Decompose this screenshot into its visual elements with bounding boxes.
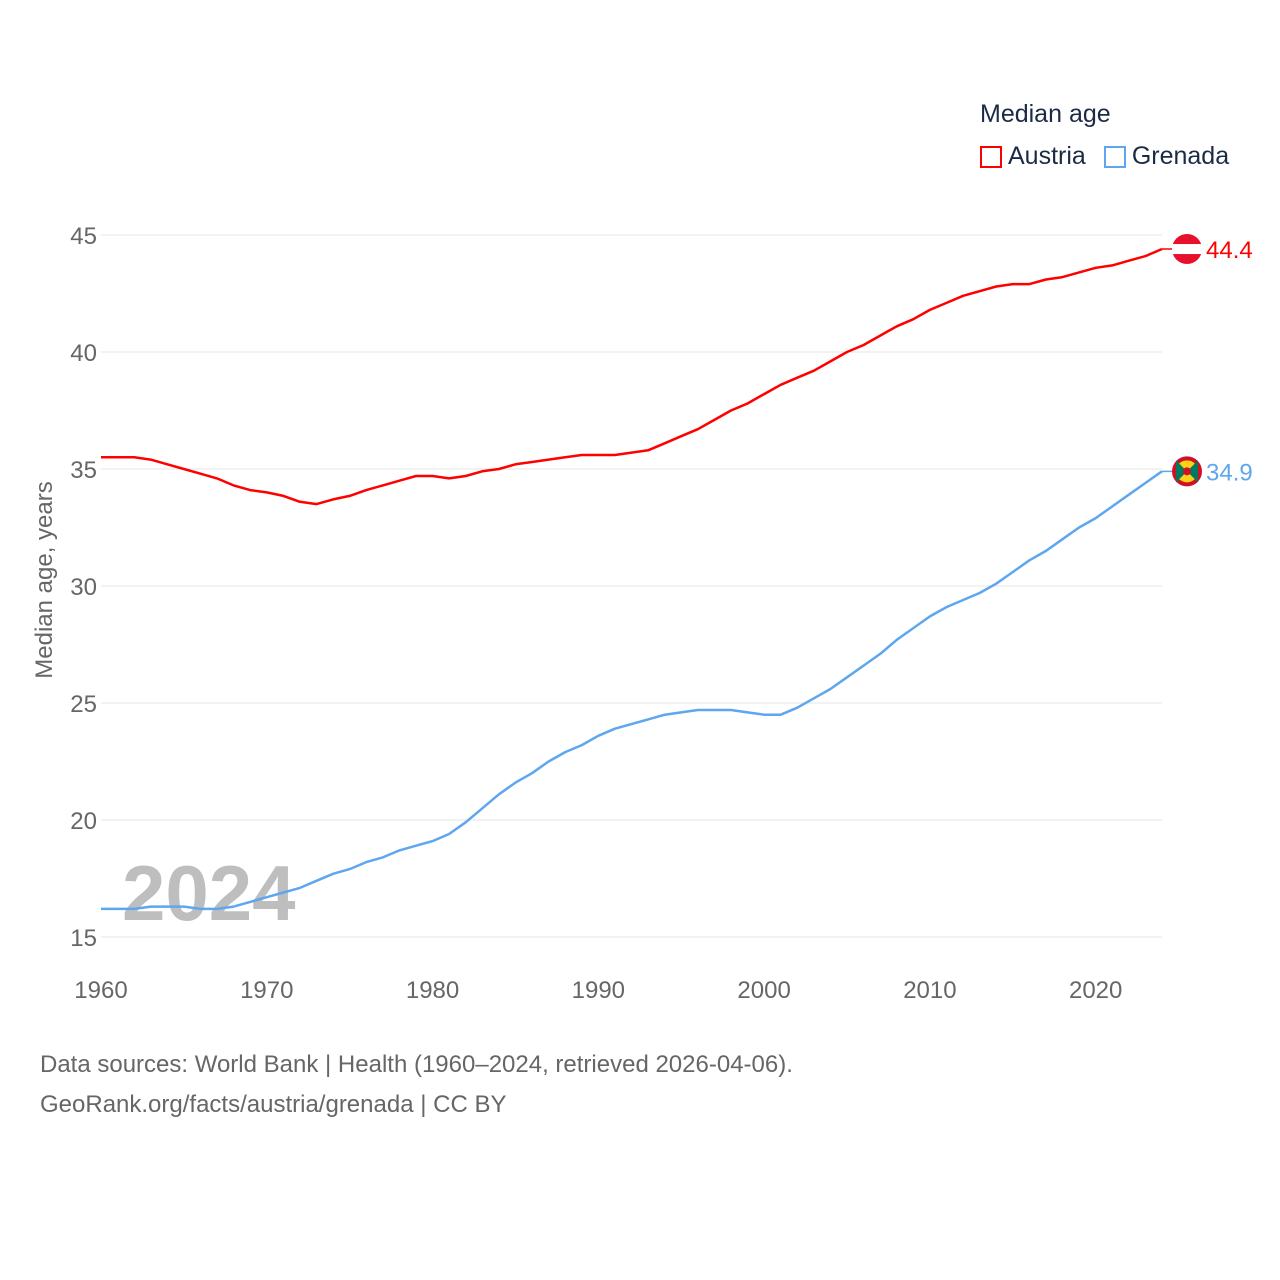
x-tick-label: 1990	[572, 977, 625, 1004]
legend-swatch-austria	[980, 145, 1002, 168]
y-tick-label: 40	[70, 340, 97, 367]
y-tick-label: 45	[70, 223, 97, 250]
legend-item-austria[interactable]: Austria	[980, 142, 1086, 171]
legend: Austria Grenada	[980, 142, 1229, 171]
x-tick-label: 2000	[737, 977, 790, 1004]
y-tick-label: 30	[70, 574, 97, 601]
end-value-label-grenada: 34.9	[1206, 459, 1253, 486]
source-line-2[interactable]: GeoRank.org/facts/austria/grenada | CC B…	[40, 1091, 507, 1118]
y-tick-label: 15	[70, 925, 97, 952]
legend-swatch-grenada	[1103, 145, 1126, 168]
x-tick-label: 1970	[240, 977, 293, 1004]
x-tick-label: 1960	[74, 977, 127, 1004]
source-line-1: Data sources: World Bank | Health (1960–…	[40, 1051, 793, 1078]
end-value-label-austria: 44.4	[1206, 237, 1253, 264]
series-line-grenada	[101, 470, 1163, 911]
series-line-austria	[101, 247, 1163, 506]
austria-flag-stripe	[1172, 244, 1202, 255]
legend-label-grenada: Grenada	[1131, 142, 1230, 170]
legend-title: Median age	[980, 100, 1111, 128]
x-tick-label: 2010	[903, 977, 956, 1004]
grenada-flag-center	[1183, 467, 1191, 476]
y-axis-label: Median age, years	[31, 481, 58, 678]
x-tick-label: 1980	[406, 977, 459, 1004]
y-tick-label: 20	[70, 808, 97, 835]
y-tick-label: 35	[70, 457, 97, 484]
legend-label-austria: Austria	[1008, 142, 1086, 170]
y-tick-label: 25	[70, 691, 97, 718]
source-note: Data sources: World Bank | Health (1960–…	[40, 1045, 793, 1125]
x-tick-label: 2020	[1069, 977, 1122, 1004]
legend-item-grenada[interactable]: Grenada	[1103, 142, 1230, 171]
year-watermark: 2024	[122, 849, 296, 937]
